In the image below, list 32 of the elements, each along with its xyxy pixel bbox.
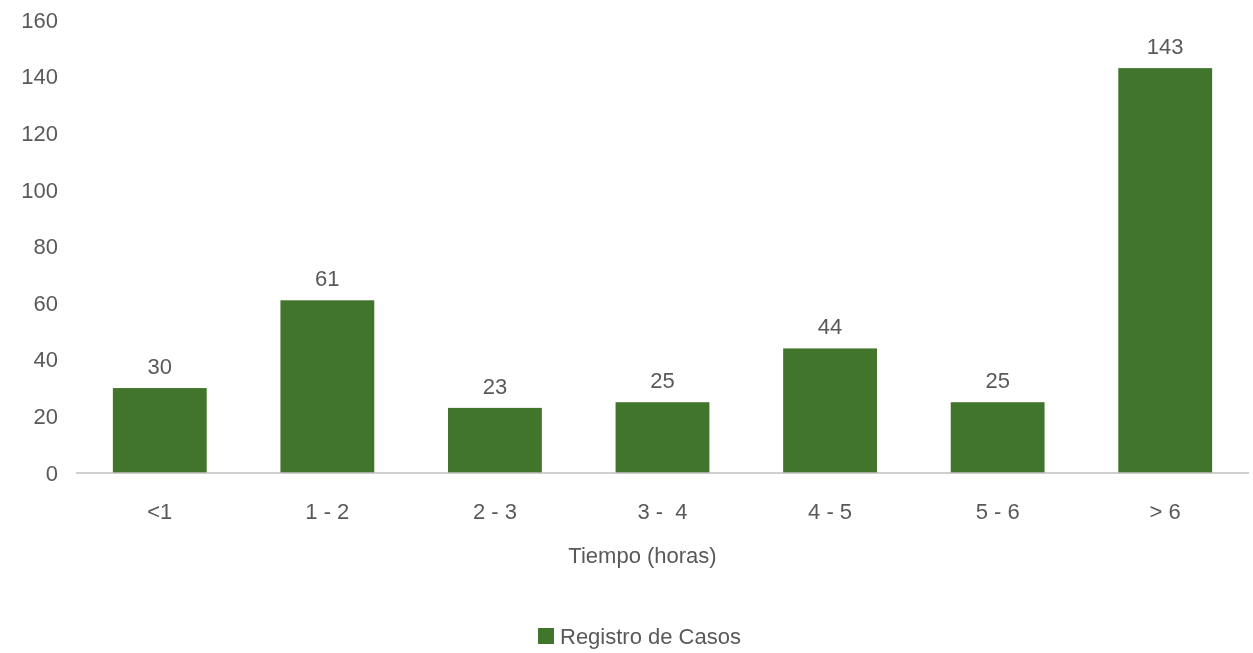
y-tick-label: 120 (21, 120, 58, 146)
x-tick-label: 5 - 6 (975, 499, 1020, 524)
bar (783, 348, 877, 473)
y-tick-label: 100 (21, 177, 58, 203)
y-tick-label: 40 (33, 347, 58, 373)
x-tick-label: 2 - 3 (472, 499, 517, 524)
y-tick-label: 20 (33, 404, 58, 430)
bar (280, 300, 375, 473)
x-tick-label: 1 - 2 (305, 499, 350, 524)
legend-label: Registro de Casos (560, 623, 741, 649)
y-tick-label: 80 (33, 234, 58, 260)
bar (1118, 68, 1213, 473)
data-label: 30 (147, 354, 173, 380)
data-label: 23 (482, 373, 508, 399)
data-label: 143 (1146, 34, 1184, 60)
data-label: 61 (315, 266, 340, 292)
x-tick-label: 3 - 4 (637, 499, 688, 524)
y-tick-label: 160 (21, 7, 58, 33)
data-label: 44 (817, 314, 843, 340)
x-tick-label: 4 - 5 (808, 499, 853, 524)
x-tick-label: <1 (147, 499, 173, 524)
y-tick-label: 0 (45, 460, 58, 486)
x-tick-label: > 6 (1149, 499, 1181, 524)
bar (112, 388, 207, 473)
y-tick-label: 60 (33, 290, 58, 316)
y-tick-label: 140 (21, 64, 58, 90)
bar (448, 407, 542, 473)
bar (615, 402, 710, 473)
bar (950, 402, 1045, 473)
x-axis-title: Tiempo (horas) (568, 543, 717, 568)
data-label: 25 (650, 368, 675, 394)
data-label: 25 (985, 368, 1010, 394)
